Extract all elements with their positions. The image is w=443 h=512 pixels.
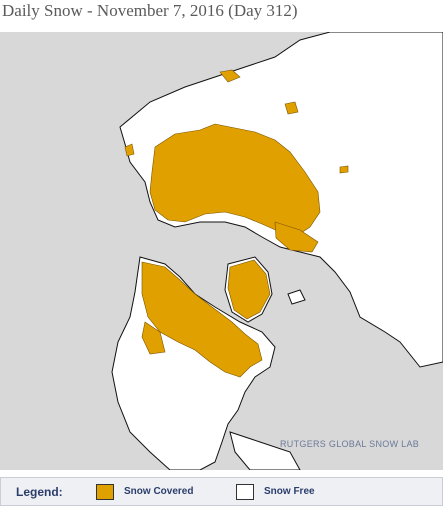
snow-bits [124, 101, 349, 174]
snow-scandinavia [274, 221, 319, 253]
legend-text: Snow Covered [124, 486, 194, 497]
iceland [287, 289, 306, 305]
map: RUTGERS GLOBAL SNOW LAB [0, 32, 443, 470]
legend-item: Snow Free [236, 483, 376, 500]
title: Daily Snow - November 7, 2016 (Day 312) [2, 1, 298, 20]
legend-item: Snow Covered [96, 483, 236, 500]
legend-label: Legend: [16, 484, 63, 499]
snow-rockies [141, 321, 166, 355]
snow-greenland [227, 259, 271, 320]
watermark: RUTGERS GLOBAL SNOW LAB [280, 439, 419, 449]
central-america [229, 431, 301, 470]
legend-swatch [236, 483, 254, 500]
snow-russia-north [219, 69, 241, 83]
legend-text: Snow Free [264, 486, 315, 497]
legend: Legend: Snow Covered Snow Free [0, 477, 443, 506]
legend-swatch [96, 483, 114, 500]
